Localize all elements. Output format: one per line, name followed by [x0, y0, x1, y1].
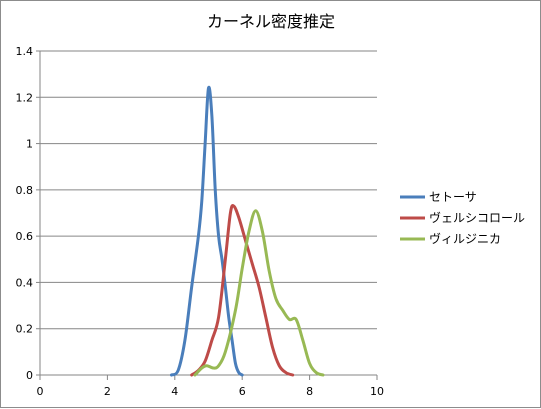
- y-tick-label: 1.4: [16, 45, 34, 58]
- y-tick-label: 1.2: [16, 91, 34, 104]
- x-tick-label: 0: [37, 385, 44, 398]
- y-tick-label: 0.8: [16, 184, 34, 197]
- legend-label-3: ヴィルジニカ: [429, 231, 501, 246]
- y-tick-label: 0.2: [16, 323, 34, 336]
- x-tick-label: 10: [370, 385, 384, 398]
- x-tick-label: 2: [104, 385, 111, 398]
- series-line-3: [193, 209, 325, 377]
- series-line-1: [169, 85, 244, 377]
- y-tick-label: 0: [26, 369, 33, 382]
- y-tick-label: 0.6: [16, 230, 34, 243]
- legend-label-1: セトーサ: [429, 190, 477, 204]
- series-lines: [169, 85, 325, 377]
- y-tick-label: 1: [26, 138, 33, 151]
- series-line-2: [190, 204, 295, 377]
- x-tick-label: 8: [306, 385, 313, 398]
- tick-labels: 0 0.2 0.4 0.6 0.8 1 1.2 1.4 0 2 4 6 8 10: [16, 45, 385, 398]
- chart-title: カーネル密度推定: [207, 12, 335, 31]
- y-tick-label: 0.4: [16, 276, 34, 289]
- legend-label-2: ヴェルシコロール: [429, 210, 525, 225]
- x-tick-label: 4: [171, 385, 178, 398]
- x-tick-label: 6: [239, 385, 246, 398]
